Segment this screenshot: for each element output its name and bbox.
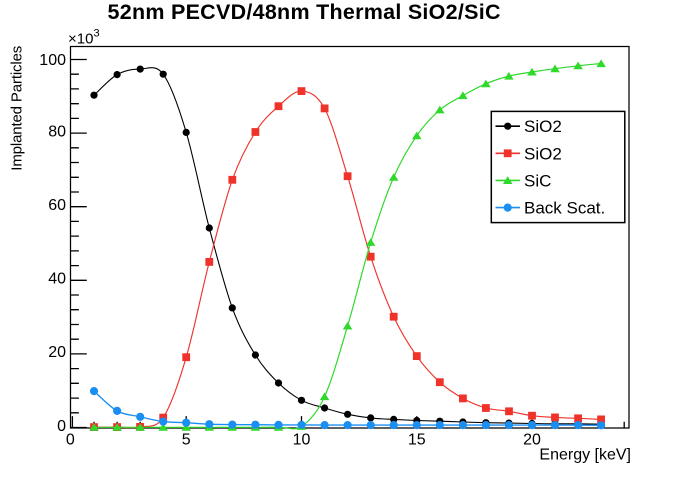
svg-text:60: 60: [48, 197, 66, 214]
svg-text:10: 10: [293, 432, 311, 449]
svg-text:Energy [keV]: Energy [keV]: [539, 447, 631, 464]
svg-text:Back Scat.: Back Scat.: [524, 199, 605, 218]
svg-text:0: 0: [57, 418, 66, 435]
svg-text:20: 20: [523, 432, 541, 449]
svg-text:52nm PECVD/48nm Thermal SiO2/S: 52nm PECVD/48nm Thermal SiO2/SiC: [108, 0, 501, 24]
svg-text:×103: ×103: [68, 28, 100, 48]
svg-text:100: 100: [39, 52, 66, 69]
svg-text:40: 40: [48, 271, 66, 288]
svg-text:0: 0: [66, 432, 75, 449]
svg-text:20: 20: [48, 344, 66, 361]
svg-text:5: 5: [182, 432, 191, 449]
svg-text:SiC: SiC: [524, 171, 551, 190]
svg-text:15: 15: [408, 432, 426, 449]
svg-text:SiO2: SiO2: [524, 117, 562, 136]
svg-text:SiO2: SiO2: [524, 144, 562, 163]
svg-text:Implanted Particles: Implanted Particles: [9, 46, 26, 171]
svg-text:80: 80: [48, 123, 66, 140]
